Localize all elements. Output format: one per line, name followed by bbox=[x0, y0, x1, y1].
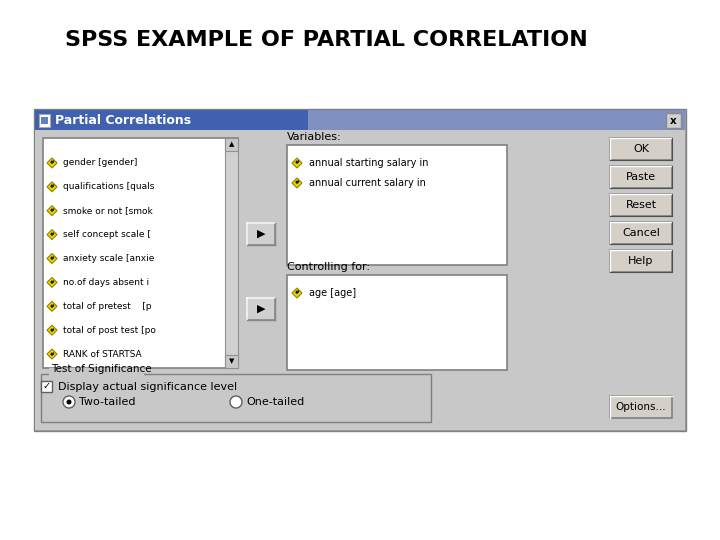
Bar bbox=[41, 374, 431, 422]
Bar bbox=[610, 250, 672, 272]
Circle shape bbox=[66, 400, 71, 404]
Text: RANK of STARTSA: RANK of STARTSA bbox=[63, 349, 142, 359]
Bar bbox=[308, 110, 685, 130]
Text: #: # bbox=[50, 208, 54, 213]
Bar bbox=[34, 109, 686, 431]
Polygon shape bbox=[292, 158, 302, 168]
Text: gender [gender]: gender [gender] bbox=[63, 158, 138, 167]
Text: #: # bbox=[294, 180, 300, 186]
Bar bbox=[225, 355, 238, 368]
Bar bbox=[247, 223, 275, 245]
Bar bbox=[43, 138, 238, 368]
Text: Paste: Paste bbox=[626, 172, 656, 182]
Text: qualifications [quals: qualifications [quals bbox=[63, 183, 154, 191]
Polygon shape bbox=[292, 178, 302, 188]
Text: Variables:: Variables: bbox=[287, 132, 341, 142]
Text: One-tailed: One-tailed bbox=[246, 397, 305, 407]
Text: total of post test [po: total of post test [po bbox=[63, 326, 156, 335]
Bar bbox=[287, 275, 507, 370]
Bar bbox=[610, 194, 672, 216]
Polygon shape bbox=[47, 301, 57, 311]
Polygon shape bbox=[47, 253, 57, 264]
Text: smoke or not [smok: smoke or not [smok bbox=[63, 206, 153, 215]
Bar bbox=[39, 114, 50, 127]
Text: anxiety scale [anxie: anxiety scale [anxie bbox=[63, 254, 154, 263]
Text: Two-tailed: Two-tailed bbox=[79, 397, 135, 407]
Bar bbox=[49, 368, 144, 380]
Text: OK: OK bbox=[633, 144, 649, 154]
Polygon shape bbox=[47, 206, 57, 215]
Text: x: x bbox=[670, 116, 677, 125]
Polygon shape bbox=[47, 230, 57, 240]
Text: age [age]: age [age] bbox=[309, 288, 356, 298]
Bar bbox=[41, 117, 48, 124]
Polygon shape bbox=[292, 288, 302, 298]
Text: Controlling for:: Controlling for: bbox=[287, 262, 370, 272]
Text: #: # bbox=[50, 280, 54, 285]
Text: Partial Correlations: Partial Correlations bbox=[55, 113, 191, 126]
Text: ▶: ▶ bbox=[257, 304, 265, 314]
Text: Options...: Options... bbox=[616, 402, 666, 412]
Text: #: # bbox=[50, 352, 54, 356]
Bar bbox=[610, 166, 672, 188]
Bar bbox=[225, 138, 238, 151]
Text: Cancel: Cancel bbox=[622, 228, 660, 238]
Polygon shape bbox=[47, 182, 57, 192]
Bar bbox=[247, 298, 275, 320]
Text: SPSS EXAMPLE OF PARTIAL CORRELATION: SPSS EXAMPLE OF PARTIAL CORRELATION bbox=[65, 30, 588, 50]
Text: ▲: ▲ bbox=[229, 141, 234, 147]
Text: #: # bbox=[294, 160, 300, 165]
Text: Reset: Reset bbox=[626, 200, 657, 210]
Circle shape bbox=[63, 396, 75, 408]
Text: #: # bbox=[294, 291, 300, 295]
Bar bbox=[610, 222, 672, 244]
Bar bbox=[666, 113, 681, 128]
Text: Help: Help bbox=[629, 256, 654, 266]
Text: total of pretest    [p: total of pretest [p bbox=[63, 302, 151, 311]
Text: #: # bbox=[50, 232, 54, 237]
Bar bbox=[287, 145, 507, 265]
Text: #: # bbox=[50, 256, 54, 261]
Bar bbox=[35, 110, 308, 130]
Text: #: # bbox=[50, 304, 54, 309]
Polygon shape bbox=[47, 278, 57, 287]
Text: annual starting salary in: annual starting salary in bbox=[309, 158, 428, 168]
Text: ▶: ▶ bbox=[257, 229, 265, 239]
Text: Test of Significance: Test of Significance bbox=[51, 364, 152, 374]
Polygon shape bbox=[47, 349, 57, 359]
Bar bbox=[610, 138, 672, 160]
Polygon shape bbox=[47, 325, 57, 335]
Bar bbox=[610, 396, 672, 418]
Polygon shape bbox=[47, 158, 57, 168]
Bar bbox=[225, 138, 238, 368]
Bar bbox=[41, 381, 52, 392]
Text: annual current salary in: annual current salary in bbox=[309, 178, 426, 188]
Text: ✓: ✓ bbox=[42, 381, 50, 391]
Bar bbox=[35, 110, 685, 430]
Text: #: # bbox=[50, 160, 54, 165]
Text: self concept scale [: self concept scale [ bbox=[63, 230, 151, 239]
Text: #: # bbox=[50, 184, 54, 190]
Text: #: # bbox=[50, 328, 54, 333]
Text: no.of days absent i: no.of days absent i bbox=[63, 278, 149, 287]
Circle shape bbox=[230, 396, 242, 408]
Text: ▼: ▼ bbox=[229, 359, 234, 364]
Text: Display actual significance level: Display actual significance level bbox=[58, 381, 237, 391]
